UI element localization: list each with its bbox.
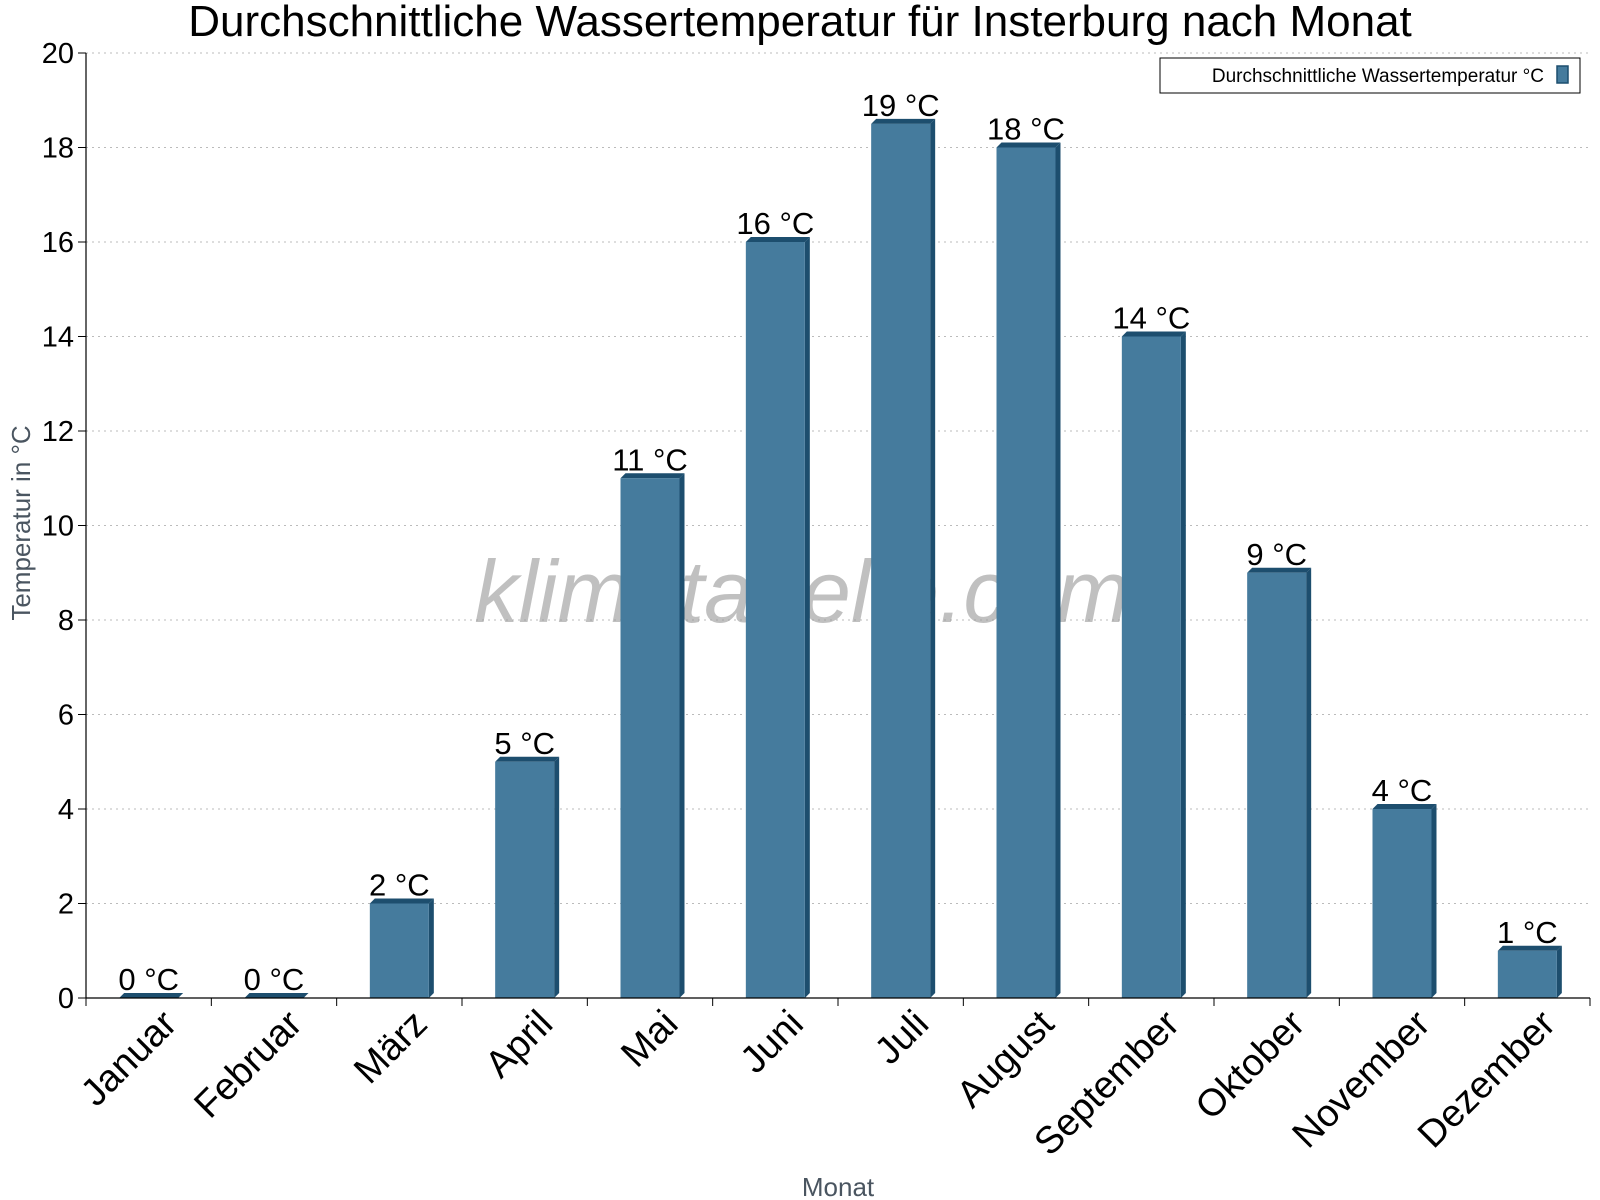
x-tick-label: Juni [733,1003,812,1082]
y-tick-label: 10 [42,511,74,543]
bar [1372,804,1437,998]
data-label: 0 °C [118,962,179,997]
bar-top [119,993,184,998]
data-label: 9 °C [1246,537,1307,572]
legend-label: Durchschnittliche Wassertemperatur °C [1212,66,1544,87]
bar-front [1497,950,1557,998]
bar-side [1556,945,1562,998]
bar-side [1055,142,1061,998]
bar-top [369,898,434,904]
bar-side [554,756,560,998]
data-label: 5 °C [494,726,555,761]
bar-side [804,237,810,998]
bar-top [745,237,810,242]
y-tick-label: 20 [42,38,74,70]
bar [871,118,936,998]
bar-top [1247,567,1312,573]
y-tick-label: 2 [58,889,74,921]
y-tick-label: 18 [42,133,74,165]
bar [996,142,1061,998]
bar-side [1180,331,1186,998]
bar-top [620,473,685,479]
x-tick-label: Mai [613,1003,686,1076]
x-tick-label: Februar [187,1002,311,1126]
bar [369,898,434,998]
x-tick-label: März [346,1003,435,1092]
x-tick-label: Januar [73,1002,185,1114]
bar [495,756,560,998]
bar [1247,567,1312,998]
bar-front [369,903,429,998]
bar-side [679,473,685,998]
y-tick-label: 12 [42,416,74,448]
y-axis-label: Temperatur in °C [6,425,36,620]
y-tick-label: 16 [42,227,74,259]
x-tick-label: August [949,1002,1063,1116]
legend-box [1159,57,1581,94]
bar-top [871,118,936,124]
x-tick-label: Oktober [1188,1002,1314,1128]
bar-top [1372,804,1437,809]
y-tick-label: 8 [58,605,74,637]
x-axis-label: Monat [802,1172,875,1200]
y-tick-label: 4 [58,794,74,826]
bar-front [745,242,805,998]
y-tick-label: 14 [42,322,74,354]
bar-side [1431,804,1437,998]
bar [1121,331,1186,998]
bar-labels: 0 °C 0 °C 2 °C 5 °C 11 °C 16 °C 19 °C 18 °C 14 °… [118,88,1557,997]
axes [78,52,1591,1006]
bar-front [996,147,1056,998]
bar-top [1121,331,1186,337]
bar-top [495,756,560,762]
bar-top [244,993,309,998]
bar-front [1247,572,1307,998]
bars [119,118,1562,998]
x-tick-label: Dezember [1410,1002,1564,1156]
x-tick-labels: Januar Februar März April Mai Juni Juli AugustS… [73,1002,1564,1163]
data-label: 4 °C [1372,773,1433,808]
x-tick-label: April [478,1003,561,1086]
bar-side [930,118,936,998]
bar-front [871,123,931,998]
bar-front [1121,336,1181,998]
data-label: 1 °C [1497,915,1558,950]
bar [745,237,810,998]
x-tick-label: Juli [867,1003,937,1073]
data-label: 0 °C [244,962,305,997]
bar-top [1497,945,1562,951]
gridlines [86,52,1590,904]
bar-side [428,898,434,998]
bar [244,993,309,998]
bar-top [996,142,1061,148]
bar [1497,945,1562,998]
data-label: 16 °C [736,206,814,241]
legend-swatch [1556,65,1569,84]
bar [119,993,184,998]
y-tick-labels: 0 2 4 6 8 10 12 14 16 18 20 [42,38,74,1015]
bar-front [495,761,555,998]
chart-title: Durchschnittliche Wassertemperatur für I… [188,0,1412,46]
bar-side [1306,567,1312,998]
data-label: 2 °C [369,868,430,903]
bar-front [620,478,680,998]
legend: Durchschnittliche Wassertemperatur °C [1159,57,1581,94]
data-label: 19 °C [862,88,940,123]
data-label: 14 °C [1112,301,1190,336]
data-label: 11 °C [612,442,688,477]
bar [620,473,685,998]
bar-front [1372,809,1432,998]
y-tick-label: 0 [58,983,74,1015]
data-label: 18 °C [987,112,1065,147]
y-tick-label: 6 [58,700,74,732]
